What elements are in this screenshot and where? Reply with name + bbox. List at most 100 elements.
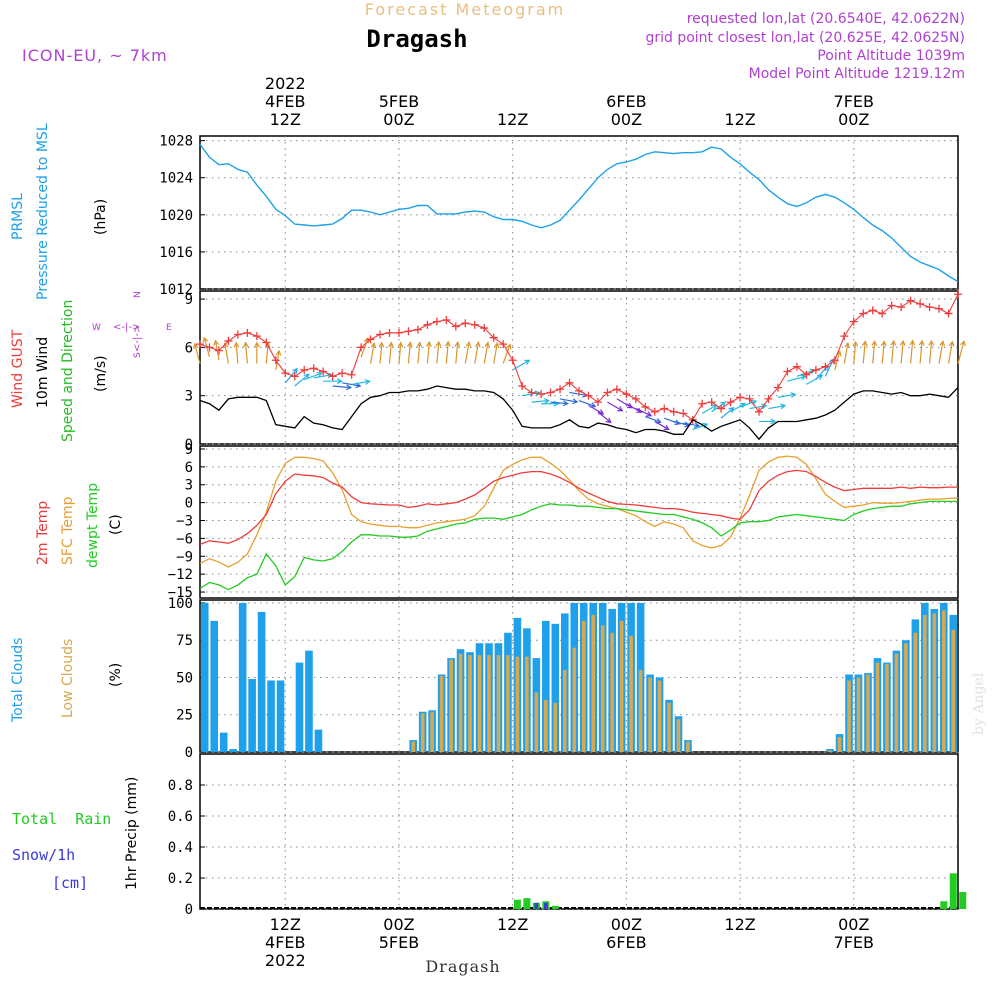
gust-marker-70 — [859, 309, 868, 318]
wind-arrow-10 — [294, 373, 310, 387]
prmsl-label: PRMSL — [10, 193, 26, 240]
clouds-ytick-label-2: 50 — [176, 670, 193, 686]
bottom-time-label-5-0: 00Z — [838, 915, 869, 934]
total-cloud-bar-5 — [248, 678, 256, 752]
wind-arrow-head-45 — [636, 407, 643, 413]
gust-marker-2 — [214, 346, 223, 355]
top-time-label-0-0: 2022 — [265, 74, 306, 93]
wind-arrow-head-62 — [800, 374, 807, 381]
wind-arrow-head-43 — [617, 406, 624, 412]
gust-marker-66 — [821, 362, 830, 371]
precip-ytick-label-3: 0.6 — [168, 809, 193, 825]
wind-arrow-75 — [910, 340, 914, 364]
wind-arrow-head-68 — [844, 341, 851, 349]
low-cloud-bar-79 — [951, 629, 956, 752]
wind-arrow-41 — [588, 404, 604, 415]
wind-ytick-label-1: 3 — [185, 389, 193, 405]
top-time-label-0-2: 12Z — [270, 110, 301, 129]
wind-arrow-head-2 — [213, 339, 220, 346]
gust-marker-39 — [565, 378, 574, 387]
gust-marker-28 — [461, 319, 470, 328]
wind-arrow-57 — [739, 400, 757, 408]
gust-marker-1 — [205, 343, 214, 352]
wind-arrow-head-23 — [416, 341, 423, 348]
wind-arrow-38 — [559, 398, 578, 403]
wind-arrow-head-27 — [454, 341, 461, 348]
total-cloud-bar-11 — [305, 650, 313, 752]
low-cloud-bar-50 — [676, 719, 681, 752]
bottom-time-label-4-0: 12Z — [724, 915, 755, 934]
gust-marker-78 — [935, 304, 944, 313]
wind-arrow-head-10 — [303, 373, 310, 380]
bottom-time-label-1-1: 5FEB — [379, 933, 419, 952]
low-cloud-bar-23 — [420, 713, 425, 752]
total-clouds-label: Total Clouds — [10, 638, 26, 723]
wind-arrow-head-30 — [484, 341, 491, 348]
gust-marker-67 — [830, 356, 839, 365]
clouds-ytick-label-1: 25 — [176, 708, 193, 724]
gust-marker-69 — [849, 317, 858, 326]
wind-arrow-48 — [654, 420, 669, 430]
gust-marker-32 — [499, 340, 508, 349]
rain-bar-0 — [513, 899, 521, 909]
precip-frame — [199, 753, 959, 910]
temp-ytick-label-7: 6 — [185, 460, 193, 476]
gust-marker-18 — [366, 335, 375, 344]
snow-label: Snow/1h — [12, 846, 75, 864]
low-cloud-bar-31 — [496, 655, 501, 752]
celsius-unit-label: (C) — [108, 514, 124, 535]
wind-arrow-head-61 — [790, 392, 797, 398]
wind-arrow-14 — [332, 385, 351, 389]
gust-marker-16 — [347, 370, 356, 379]
top-time-label-1-0: 5FEB — [379, 92, 419, 111]
wind-arrow-73 — [891, 340, 895, 364]
gust-marker-40 — [575, 386, 583, 395]
wind-arrow-64 — [806, 374, 823, 385]
clouds-frame — [199, 599, 959, 753]
gust-marker-33 — [508, 356, 517, 365]
low-cloud-bar-33 — [515, 656, 520, 752]
pressure-labels: PRMSL Pressure Reduced to MSL (hPa) — [10, 123, 109, 300]
bottom-time-label-2-0: 12Z — [497, 915, 528, 934]
top-time-label-5-1: 00Z — [838, 110, 869, 129]
low-cloud-bar-28 — [468, 655, 472, 752]
wind-arrow-28 — [464, 342, 470, 364]
low-cloud-bar-77 — [932, 613, 937, 752]
gust-marker-21 — [394, 328, 403, 337]
wind-arrow-21 — [398, 342, 402, 364]
low-cloud-bar-45 — [629, 635, 633, 752]
gust-marker-27 — [451, 322, 460, 331]
precip-panel: 0 0.2 0.4 0.6 0.8 — [168, 753, 967, 918]
bottom-time-label-0-1: 4FEB — [265, 933, 305, 952]
gust-marker-57 — [736, 393, 745, 402]
temp2m-label: 2m Temp — [35, 501, 51, 565]
wind-arrow-head-49 — [674, 419, 681, 426]
wind-arrow-head-13 — [336, 378, 343, 385]
bottom-time-label-0-2: 2022 — [265, 951, 306, 970]
snow-unit-label: [cm] — [52, 874, 88, 892]
wind-arrow-51 — [683, 422, 699, 427]
low-cloud-bar-47 — [648, 677, 652, 752]
wind-arrow-24 — [426, 342, 430, 364]
gust-marker-49 — [660, 404, 669, 413]
temp2m-line — [199, 469, 958, 546]
compass-arrows-h: <-|-> — [113, 322, 140, 333]
sfc-temp-label: SFC Temp — [60, 496, 76, 565]
gust-marker-50 — [669, 407, 678, 416]
gust-marker-76 — [916, 299, 925, 308]
wind-arrow-80 — [957, 341, 965, 364]
wind-gust-label: Wind GUST — [10, 329, 26, 408]
wind-arrow-head-9 — [292, 367, 298, 374]
wind-arrow-head-18 — [370, 342, 377, 349]
low-cloud-bar-32 — [506, 655, 510, 752]
gust-marker-6 — [252, 332, 261, 341]
low-cloud-bar-41 — [591, 614, 596, 752]
precip-ytick-label-2: 0.4 — [168, 840, 193, 856]
pressure-line — [199, 143, 959, 283]
gust-marker-45 — [622, 390, 631, 399]
low-cloud-bar-42 — [600, 625, 605, 752]
top-time-label-2-0: 12Z — [497, 110, 528, 129]
wind-arrow-61 — [777, 393, 796, 398]
wind-arrow-25 — [436, 341, 440, 364]
wind-arrow-27 — [455, 342, 459, 364]
